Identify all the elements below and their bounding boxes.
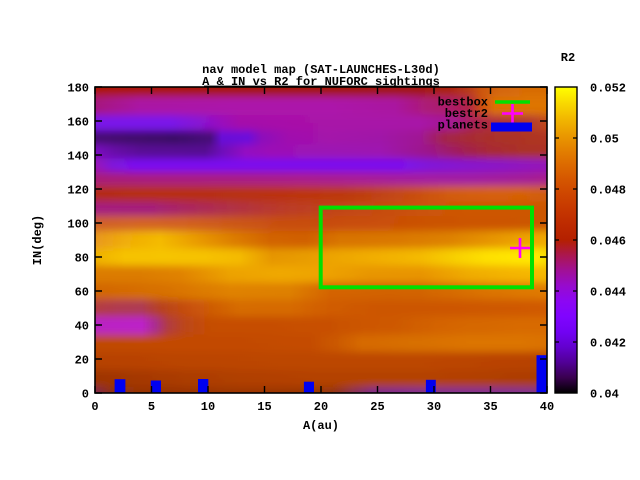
- svg-text:10: 10: [201, 400, 215, 414]
- svg-text:0.05: 0.05: [590, 133, 619, 147]
- svg-text:15: 15: [257, 400, 271, 414]
- svg-text:bestr2: bestr2: [445, 107, 488, 121]
- svg-text:40: 40: [75, 320, 89, 334]
- svg-text:20: 20: [314, 400, 328, 414]
- svg-text:0: 0: [91, 400, 98, 414]
- svg-text:100: 100: [67, 218, 89, 232]
- svg-text:25: 25: [370, 400, 384, 414]
- svg-text:30: 30: [427, 400, 441, 414]
- svg-text:bestbox: bestbox: [438, 96, 488, 110]
- svg-text:IN(deg): IN(deg): [31, 215, 45, 265]
- svg-text:140: 140: [67, 150, 89, 164]
- svg-text:5: 5: [148, 400, 155, 414]
- svg-text:R2: R2: [561, 51, 575, 65]
- svg-text:35: 35: [483, 400, 497, 414]
- svg-text:0.046: 0.046: [590, 235, 626, 249]
- svg-text:planets: planets: [438, 119, 488, 133]
- svg-text:0: 0: [82, 388, 89, 402]
- svg-text:A & IN vs R2 for NUFORC sighti: A & IN vs R2 for NUFORC sightings: [202, 75, 440, 89]
- svg-text:160: 160: [67, 116, 89, 130]
- svg-text:60: 60: [75, 286, 89, 300]
- svg-text:0.04: 0.04: [590, 388, 619, 402]
- svg-text:20: 20: [75, 354, 89, 368]
- svg-text:nav model map (SAT-LAUNCHES-L3: nav model map (SAT-LAUNCHES-L30d): [202, 63, 440, 77]
- svg-text:180: 180: [67, 82, 89, 96]
- svg-text:40: 40: [540, 400, 554, 414]
- svg-text:0.044: 0.044: [590, 286, 626, 300]
- svg-text:120: 120: [67, 184, 89, 198]
- svg-text:80: 80: [75, 252, 89, 266]
- svg-text:A(au): A(au): [303, 419, 339, 433]
- svg-text:0.042: 0.042: [590, 337, 626, 351]
- svg-text:0.048: 0.048: [590, 184, 626, 198]
- svg-text:0.052: 0.052: [590, 82, 626, 96]
